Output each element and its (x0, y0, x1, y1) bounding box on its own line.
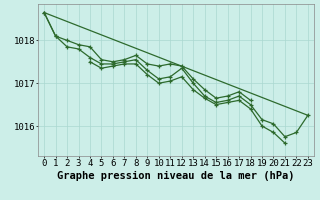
X-axis label: Graphe pression niveau de la mer (hPa): Graphe pression niveau de la mer (hPa) (57, 171, 295, 181)
